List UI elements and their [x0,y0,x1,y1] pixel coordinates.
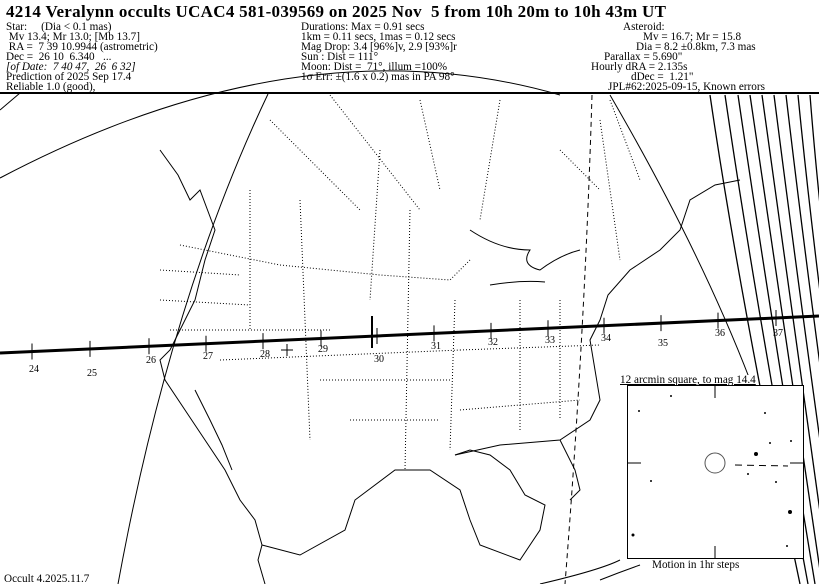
target-star-circle [704,452,726,474]
coastline [261,449,546,561]
asteroid-mags: Mv = 16.7; Mr = 15.8 [643,31,742,43]
star-ra: RA = 7 39 10.9944 (astrometric) [6,41,158,53]
asteroid-ddec: dDec = 1.21" [631,71,694,83]
page-title: 4214 Veralynn occults UCAC4 581-039569 o… [6,2,667,21]
path-tick-label: 29 [318,344,328,355]
border-line [269,94,641,221]
sun-distance: Sun : Dist = 111° [301,51,379,63]
path-tick-label: 26 [146,355,156,366]
mag-drop: Mag Drop: 3.4 [96%]v, 2.9 [93%]r [301,41,457,53]
duration-scale: 1km = 0.11 secs, 1mas = 0.12 secs [301,31,456,43]
software-version: Occult 4.2025.11.7 [4,573,90,584]
central-path-line [0,314,819,355]
limit-line [809,94,819,202]
star-field-inset [627,385,804,559]
star-heading: Star: (Dia < 0.1 mas) [6,21,112,33]
path-tick-label: 33 [545,335,555,346]
error-ellipse: 1σ Err: ±(1.6 x 0.2) mas in PA 98° [301,71,455,83]
border-line [249,149,561,471]
limit-line [749,94,819,569]
coastline [489,280,546,286]
dashed-limit-line [564,94,593,584]
star-mags: Mv 13.4; Mr 13.0; [Mb 13.7] [6,31,140,43]
reliability: Reliable 1.0 (good), [6,81,96,93]
graticule-line [117,93,269,584]
path-tick-label: 25 [87,368,97,379]
path-tick-label: 35 [658,338,668,349]
motion-caption: Motion in 1hr steps [652,559,740,571]
border-line [159,269,461,361]
coastline [469,229,581,271]
limit-line [773,94,819,439]
graticule-line [0,92,21,111]
inset-caption: 12 arcmin square, to mag 14.4 [620,374,756,386]
coastline [539,559,621,584]
prediction-date: Prediction of 2025 Sep 17.4 [6,71,132,83]
star-of-date: [of Date: 7 40 47, 26 6 32] [6,61,136,73]
orbit-source: JPL#62:2025-09-15, Known errors [608,81,765,93]
path-tick-label: 34 [601,333,611,344]
path-tick-label: 30 [374,354,384,365]
asteroid-diameter: Dia = 8.2 ±0.8km, 7.3 mas [636,41,756,53]
path-tick-label: 37 [773,328,783,339]
star-field [628,386,803,558]
path-tick-label: 24 [29,364,39,375]
coastline [194,389,233,471]
coastline [454,179,741,456]
path-tick-label: 36 [715,328,725,339]
path-tick-label: 28 [260,349,270,360]
coastline [559,439,581,501]
header-divider [0,92,819,94]
border-line [320,344,601,421]
path-tick-label: 31 [431,341,441,352]
moon-distance: Moon: Dist = 71°, illum =100% [301,61,448,73]
coastline [599,564,641,581]
asteroid-hourly-dra: Hourly dRA = 2.135s [591,61,688,73]
border-line [179,244,471,281]
asteroid-heading: Asteroid: [623,21,665,33]
limit-line [785,94,819,363]
asteroid-parallax: Parallax = 5.690" [604,51,683,63]
limit-line [761,94,819,511]
path-tick-label: 32 [488,337,498,348]
limit-line [797,94,819,290]
observer-cross [281,344,293,356]
coastline [159,149,266,584]
graticule-line [170,94,268,584]
graticule-line [0,330,160,380]
graticule-line [609,94,751,381]
graticule-line [0,70,561,179]
border-line [599,119,621,261]
path-tick-label: 27 [203,351,213,362]
star-dec: Dec = 26 10 6.340 ... [6,51,112,63]
durations: Durations: Max = 0.91 secs [301,21,425,33]
